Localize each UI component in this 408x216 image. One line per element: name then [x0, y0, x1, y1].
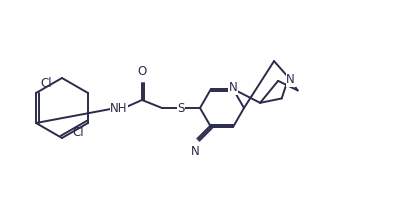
- Text: N: N: [191, 145, 200, 158]
- Text: Cl: Cl: [72, 126, 84, 139]
- Text: N: N: [286, 73, 295, 86]
- Text: O: O: [137, 65, 146, 78]
- Text: S: S: [177, 102, 185, 114]
- Text: NH: NH: [110, 102, 128, 114]
- Text: Cl: Cl: [40, 77, 52, 90]
- Text: N: N: [228, 81, 237, 94]
